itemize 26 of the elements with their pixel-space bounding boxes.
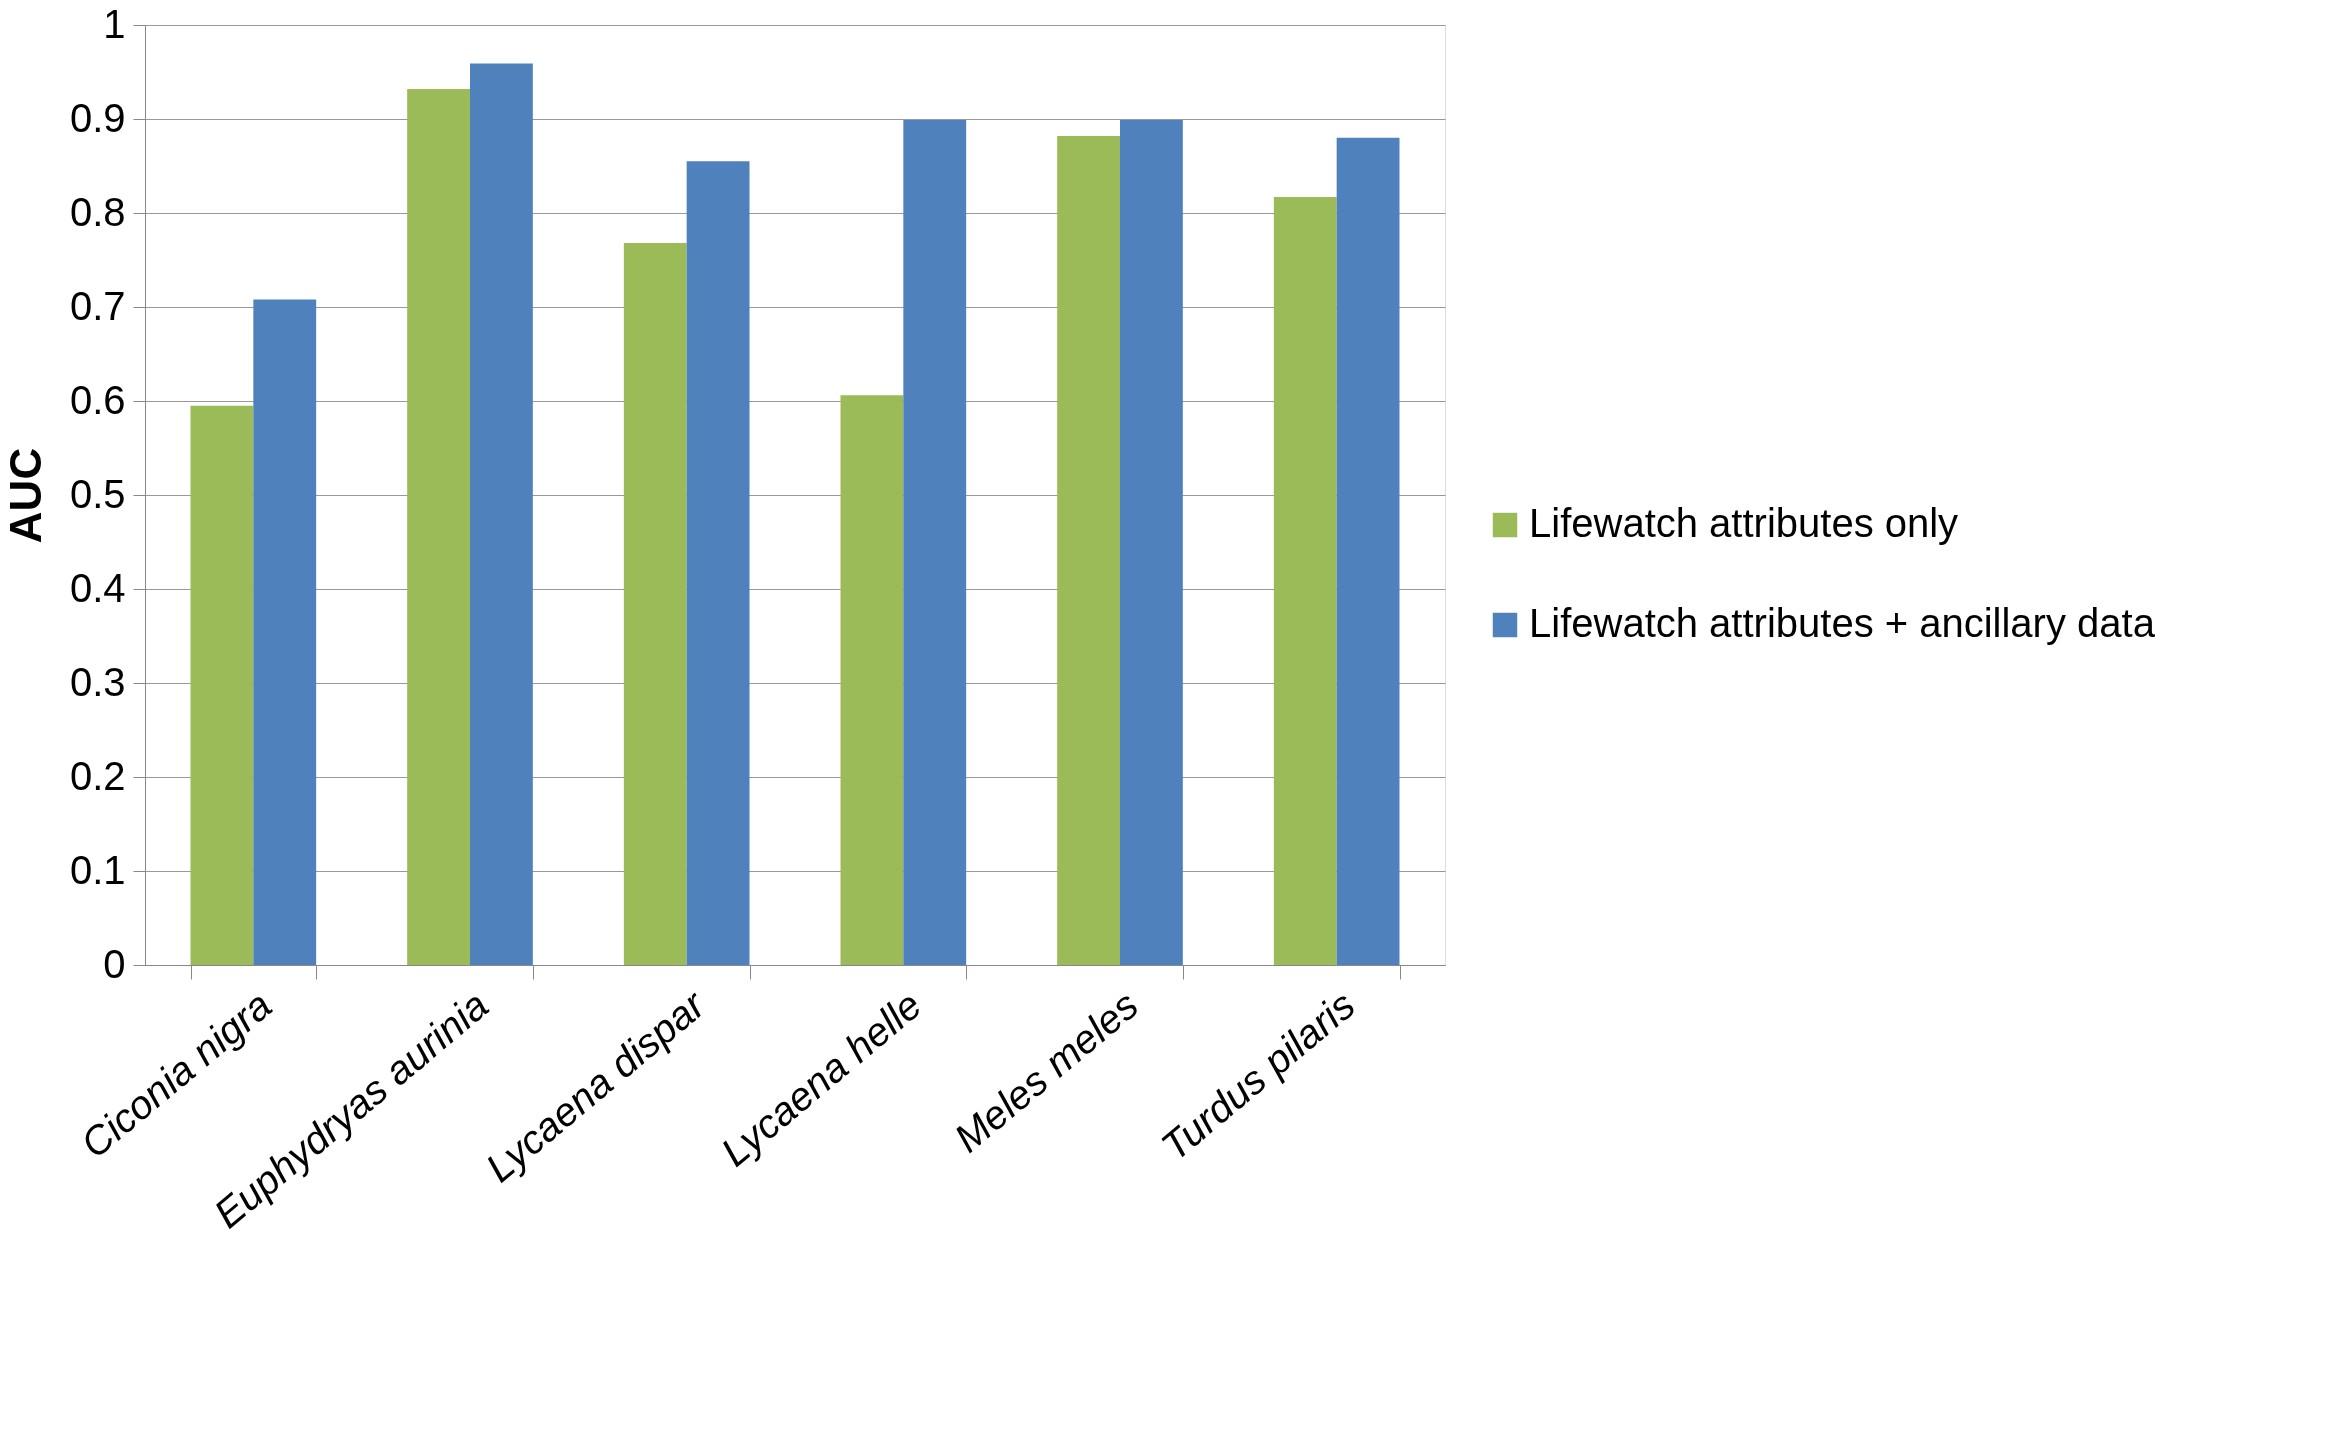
bar [253,299,317,965]
bar [903,119,967,965]
bar [1120,119,1183,965]
y-tick-label: 0.6 [69,377,126,422]
legend-label: Lifewatch attributes + ancillary data [1529,601,2156,645]
y-tick-label: 0.4 [69,565,126,610]
y-tick-label: 0.9 [69,95,126,140]
y-tick-label: 0.8 [69,189,126,234]
y-axis-title: AUC [0,447,50,544]
bar [1336,137,1400,965]
bar [686,161,750,965]
y-tick-label: 0.1 [69,847,126,892]
y-tick-label: 0.5 [69,471,126,516]
y-tick-label: 0.2 [69,753,126,798]
bar [840,395,904,965]
bar [190,405,254,965]
y-tick-label: 0 [103,941,126,986]
y-tick-label: 0.7 [69,283,126,328]
legend-label: Lifewatch attributes only [1529,501,1959,545]
y-tick-label: 0.3 [69,659,126,704]
bar [407,88,470,965]
bar [623,243,687,965]
bar [1057,135,1120,965]
bar [1273,197,1337,965]
bar [470,63,533,965]
y-tick-label: 1 [103,1,126,46]
